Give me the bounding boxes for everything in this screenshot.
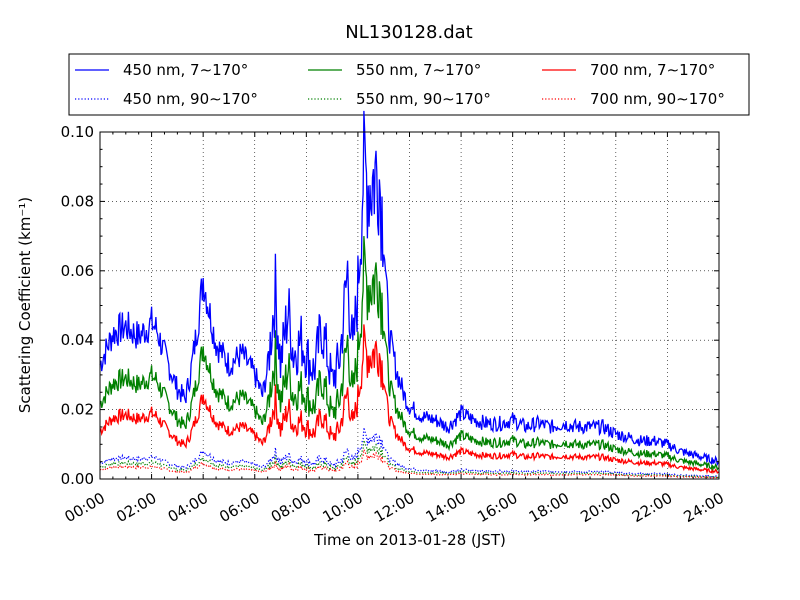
x-tick-label: 10:00 — [319, 489, 365, 526]
x-tick-label: 16:00 — [474, 489, 520, 526]
legend-label: 700 nm, 7∼170° — [590, 61, 715, 79]
series-line — [99, 236, 720, 472]
tick-labels: 00:00 02:00 04:00 06:00 08:00 10:00 12:00 14:00… — [61, 123, 727, 526]
legend-frame — [68, 53, 750, 116]
chart-title: NL130128.dat — [345, 22, 472, 43]
ticks — [99, 131, 720, 480]
y-tick-label: 0.00 — [61, 470, 94, 488]
y-tick-label: 0.06 — [61, 262, 94, 280]
x-tick-label: 14:00 — [423, 489, 469, 526]
y-axis-label: Scattering Coefficient (km⁻¹) — [16, 197, 34, 413]
plot-lines — [99, 110, 720, 479]
x-tick-label: 02:00 — [113, 489, 159, 526]
y-tick-label: 0.08 — [61, 192, 94, 210]
series-line — [99, 324, 720, 475]
x-tick-label: 12:00 — [371, 489, 417, 526]
y-tick-label: 0.02 — [61, 401, 94, 419]
y-tick-label: 0.04 — [61, 331, 94, 349]
x-tick-label: 04:00 — [165, 489, 211, 526]
y-tick-label: 0.10 — [61, 123, 94, 141]
x-tick-label: 22:00 — [629, 489, 675, 526]
x-tick-label: 24:00 — [681, 489, 727, 526]
x-tick-label: 18:00 — [526, 489, 572, 526]
legend-label: 450 nm, 7∼170° — [123, 61, 248, 79]
series-line — [99, 440, 719, 479]
x-tick-label: 00:00 — [62, 489, 108, 526]
x-axis-label: Time on 2013-01-28 (JST) — [313, 531, 506, 549]
legend: 450 nm, 7∼170° 450 nm, 90∼170° 550 nm, 7∼1… — [68, 53, 750, 116]
series-line — [99, 110, 720, 467]
x-tick-label: 20:00 — [577, 489, 623, 526]
x-tick-label: 06:00 — [216, 489, 262, 526]
legend-label: 550 nm, 7∼170° — [356, 61, 481, 79]
legend-label: 550 nm, 90∼170° — [356, 90, 491, 108]
x-tick-label: 08:00 — [268, 489, 314, 526]
legend-label: 700 nm, 90∼170° — [590, 90, 725, 108]
legend-label: 450 nm, 90∼170° — [123, 90, 258, 108]
